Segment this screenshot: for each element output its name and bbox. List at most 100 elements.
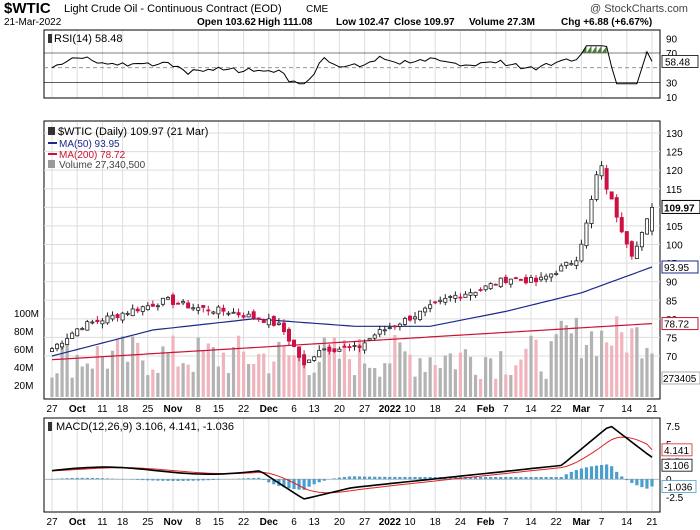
volume-bar <box>126 361 130 397</box>
candle <box>559 265 564 272</box>
macd-hist-bar <box>605 464 609 480</box>
macd-line <box>51 425 653 500</box>
candle <box>105 315 110 324</box>
candle <box>503 276 508 283</box>
macd-hist-bar <box>206 479 210 481</box>
rsi-tick-label: 70 <box>666 49 678 60</box>
volume-bar <box>201 351 205 397</box>
candle <box>584 222 589 247</box>
candle <box>256 317 261 320</box>
volume-bar <box>176 366 180 397</box>
x-tick-label: 10 <box>404 517 416 528</box>
candle <box>488 283 493 290</box>
volume-tick-label: 100M <box>14 309 39 320</box>
macd-hist-bar <box>544 477 548 480</box>
x-tick-label: 14 <box>525 404 537 415</box>
price-legend-icon <box>48 127 55 135</box>
price-tick-label: 105 <box>666 222 683 233</box>
x-tick-label: 15 <box>213 517 225 528</box>
volume-bar <box>267 373 271 397</box>
macd-hist-bar <box>166 479 170 481</box>
candle <box>241 315 246 318</box>
x-tick-label: 11 <box>97 517 108 528</box>
macd-hist-bar <box>494 477 498 480</box>
candle <box>297 346 302 358</box>
macd-hist-bar <box>90 477 94 480</box>
volume-bar <box>65 340 69 397</box>
candle <box>458 296 463 299</box>
ohlc-high: High 111.08 <box>258 17 313 28</box>
candle <box>463 293 468 298</box>
macd-hist-bar <box>186 479 190 481</box>
macd-hist-bar <box>80 477 84 480</box>
macd-hist-bar <box>373 476 377 480</box>
candle <box>216 306 221 315</box>
candle <box>125 312 130 315</box>
candle <box>377 329 382 335</box>
candle <box>110 314 115 320</box>
watermark: @ StockCharts.com <box>590 3 688 15</box>
volume-bar <box>423 371 427 397</box>
macd-hist-bar <box>559 477 563 480</box>
rsi-tick-label: 10 <box>666 93 678 104</box>
candle <box>80 328 85 331</box>
price-tick-label: 120 <box>666 166 683 177</box>
volume-tick-label: 40M <box>14 363 33 374</box>
volume-bar <box>610 345 614 397</box>
volume-bar <box>579 358 584 397</box>
candle <box>322 348 327 351</box>
candle <box>413 316 418 320</box>
candle <box>155 305 160 308</box>
volume-bar <box>151 369 155 397</box>
volume-bar <box>247 363 251 397</box>
macd-hist-bar <box>352 476 357 480</box>
macd-hist-bar <box>650 479 654 487</box>
candle <box>478 289 483 291</box>
macd-hist-bar <box>267 479 271 483</box>
macd-hist-bar <box>317 479 321 483</box>
candle <box>614 197 619 218</box>
macd-hist-bar <box>448 477 452 480</box>
volume-bar <box>514 365 518 397</box>
volume-bar <box>478 378 483 397</box>
macd-hist-bar <box>146 479 150 481</box>
candle <box>423 307 428 313</box>
macd-title: MACD(12,26,9) 3.106, 4.141, -1.036 <box>56 421 234 433</box>
candle <box>332 348 337 352</box>
macd-hist-bar <box>60 478 64 480</box>
macd-hist-bar <box>307 479 311 487</box>
candle <box>186 302 191 309</box>
macd-hist-bar <box>453 477 457 480</box>
instrument-name: Light Crude Oil - Continuous Contract (E… <box>64 3 282 15</box>
volume-bar <box>332 337 336 397</box>
candle <box>473 291 478 296</box>
volume-bar <box>262 353 266 397</box>
macd-tick-label: 7.5 <box>666 422 680 433</box>
volume-bar <box>615 316 619 397</box>
macd-panel <box>43 417 661 513</box>
candle <box>589 199 594 224</box>
candle <box>513 277 518 280</box>
macd-hist-bar <box>534 477 538 480</box>
candle <box>70 332 75 339</box>
macd-hist-bar <box>489 477 493 480</box>
axis-labels: 1030709058.48707580859095100105110115120… <box>14 34 700 528</box>
candle <box>327 346 332 352</box>
macd-hist-bar <box>579 468 584 480</box>
candle <box>508 278 513 285</box>
x-tick-label: 18 <box>430 517 442 528</box>
volume-bar <box>569 333 573 397</box>
x-tick-label: 10 <box>404 404 416 415</box>
x-tick-label: Dec <box>260 404 279 415</box>
volume-bar <box>494 378 498 397</box>
volume-bar <box>378 376 382 397</box>
candle <box>523 277 528 284</box>
volume-bar <box>544 378 548 397</box>
x-tick-label: 27 <box>46 404 58 415</box>
candle <box>231 311 236 314</box>
candle <box>251 311 256 319</box>
macd-value-label: 3.106 <box>664 461 689 472</box>
candle <box>236 312 241 316</box>
macd-hist-bar <box>569 471 573 480</box>
volume-bar <box>90 368 94 397</box>
